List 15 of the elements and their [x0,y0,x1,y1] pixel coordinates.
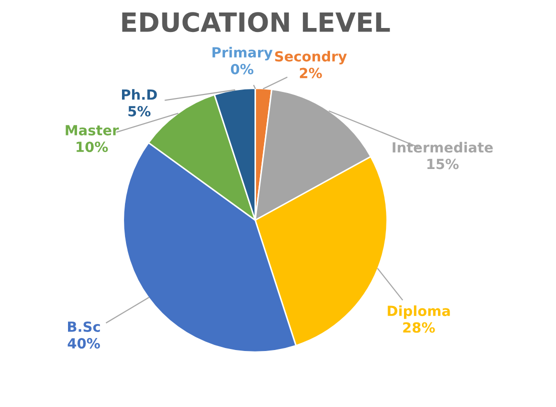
slice-label: Master [66,125,119,136]
slice-label: Secondry [275,50,347,64]
slice-label: Diploma [388,305,450,319]
data-label: 5% [128,106,151,116]
data-label: 40% [68,338,100,349]
text: 0% [230,64,254,74]
data-label: 15% [427,158,459,170]
slice-label: B.Sc [68,321,100,332]
slice-label: Ph.D [122,89,157,100]
data-label: 10% [76,142,108,152]
category-label: Primary [212,46,273,60]
slice-label: Intermediate [392,142,493,153]
data-label: 2% [300,68,322,78]
data-label: 28% [403,322,435,333]
chart-title: EDUCATION LEVEL [122,12,390,32]
